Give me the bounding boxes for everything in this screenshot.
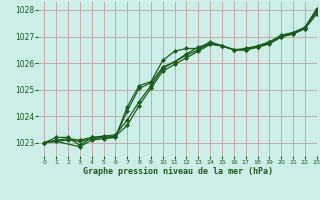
X-axis label: Graphe pression niveau de la mer (hPa): Graphe pression niveau de la mer (hPa) bbox=[83, 167, 273, 176]
